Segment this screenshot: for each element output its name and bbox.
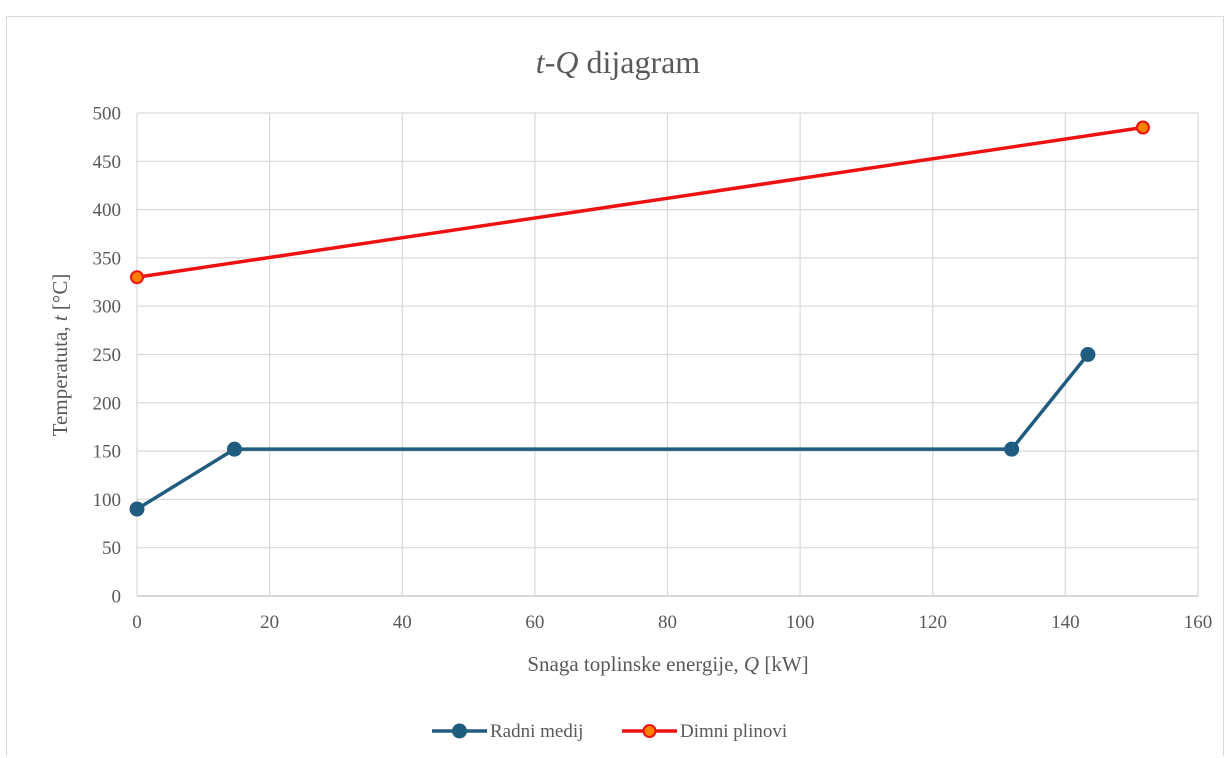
data-point-radni-medij-2[interactable] [1004, 441, 1020, 457]
y-axis-title: Temperatuta, t [°C] [48, 274, 72, 437]
x-tick-label-20: 20 [260, 612, 279, 633]
x-axis-title: Snaga toplinske energije, Q [kW] [527, 652, 808, 676]
legend-label-radni-medij: Radni medij [490, 721, 583, 742]
legend-marker-radni-medij [452, 723, 467, 739]
x-tick-label-120: 120 [919, 612, 948, 633]
y-tick-label-400: 400 [93, 200, 122, 221]
y-tick-label-250: 250 [93, 345, 122, 366]
series-layer [129, 120, 1150, 517]
x-tick-label-80: 80 [658, 612, 677, 633]
x-tick-label-40: 40 [393, 612, 412, 633]
gridlines [136, 112, 1199, 597]
series-dimni-plinovi [130, 120, 1150, 285]
legend-item-dimni-plinovi[interactable]: Dimni plinovi [622, 721, 787, 742]
y-tick-label-450: 450 [93, 152, 122, 173]
legend: Radni medij Dimni plinovi [432, 721, 787, 742]
y-axis-tick-labels: 0 50 100 150 200 250 300 350 400 450 500 [93, 104, 122, 608]
y-tick-label-50: 50 [102, 538, 121, 559]
y-tick-label-300: 300 [93, 297, 122, 318]
data-point-radni-medij-1[interactable] [226, 441, 242, 457]
x-tick-label-60: 60 [525, 612, 544, 633]
legend-label-dimni-plinovi: Dimni plinovi [680, 721, 787, 742]
x-axis-tick-labels: 0 20 40 60 80 100 120 140 160 [132, 612, 1212, 633]
series-line-dimni-plinovi [136, 125, 1144, 279]
x-tick-label-100: 100 [786, 612, 815, 633]
data-point-radni-medij-3[interactable] [1080, 347, 1096, 362]
data-point-dimni-plinovi-1[interactable] [1135, 120, 1150, 135]
y-tick-label-500: 500 [93, 104, 122, 125]
series-line-radni-medij [136, 353, 1090, 511]
series-radni-medij [129, 347, 1096, 517]
y-tick-label-350: 350 [93, 248, 122, 269]
x-tick-label-140: 140 [1051, 612, 1080, 633]
chart-frame [6, 16, 1224, 756]
legend-item-radni-medij[interactable]: Radni medij [432, 721, 583, 742]
x-tick-label-0: 0 [132, 612, 142, 633]
y-tick-label-150: 150 [93, 442, 122, 463]
y-tick-label-200: 200 [93, 393, 122, 414]
chart-title: t-Q dijagram [536, 44, 701, 80]
legend-marker-dimni-plinovi [642, 724, 657, 738]
data-point-dimni-plinovi-0[interactable] [130, 270, 144, 285]
data-point-radni-medij-0[interactable] [129, 501, 145, 517]
y-tick-label-100: 100 [93, 490, 122, 511]
y-tick-label-0: 0 [112, 587, 122, 608]
x-tick-label-160: 160 [1184, 612, 1213, 633]
